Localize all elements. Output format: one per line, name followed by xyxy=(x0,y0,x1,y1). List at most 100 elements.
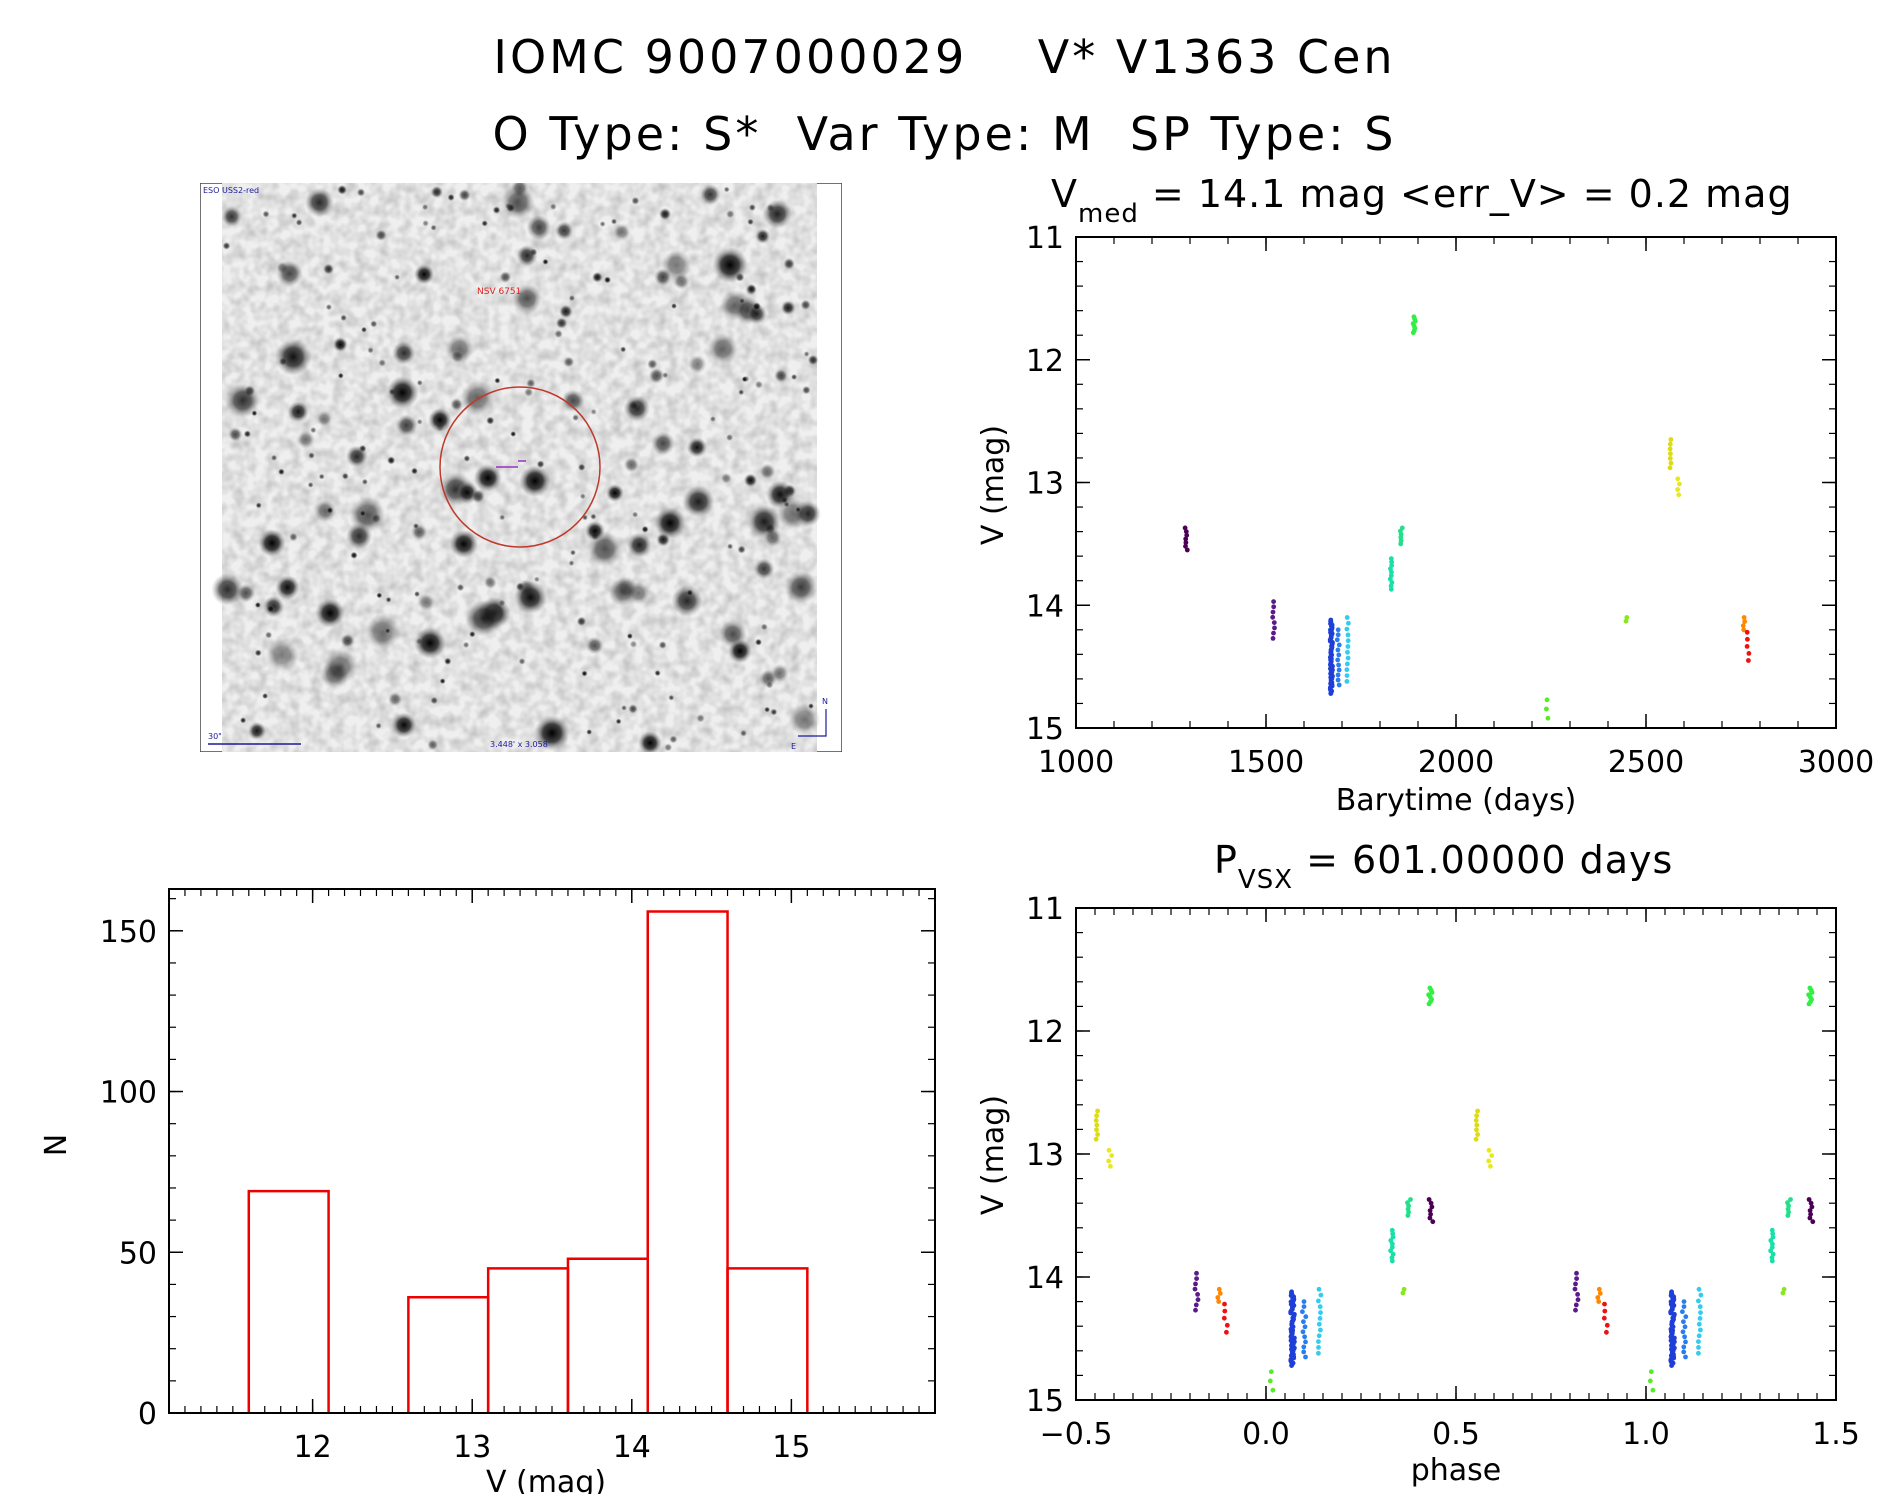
star xyxy=(795,506,802,513)
star xyxy=(568,294,576,302)
star xyxy=(526,214,552,241)
phased-point xyxy=(1698,1310,1703,1315)
star xyxy=(276,260,304,288)
phased-point xyxy=(1094,1113,1099,1119)
star xyxy=(274,338,312,376)
star xyxy=(763,528,782,547)
star xyxy=(221,206,242,227)
ph-ytick-label: 13 xyxy=(1026,1138,1064,1173)
lightcurve-point xyxy=(1746,658,1751,663)
star xyxy=(654,507,686,539)
phased-point xyxy=(1696,1345,1701,1350)
star xyxy=(447,193,455,202)
lightcurve-point xyxy=(1667,446,1673,452)
star xyxy=(631,511,639,518)
star xyxy=(629,640,638,649)
lightcurve-point xyxy=(1345,655,1351,661)
lightcurve-point xyxy=(1271,599,1276,604)
star xyxy=(222,241,231,250)
star xyxy=(668,694,675,701)
ph-xtick-label: 0.0 xyxy=(1242,1417,1290,1452)
lightcurve-point xyxy=(1184,532,1190,538)
lightcurve-ylabel: V (mag) xyxy=(976,425,1011,545)
histogram-bar xyxy=(486,1267,570,1413)
star xyxy=(254,649,262,657)
star xyxy=(774,368,788,383)
star xyxy=(576,616,587,627)
lightcurve-point xyxy=(1344,615,1350,620)
star xyxy=(316,410,333,427)
lightcurve-point xyxy=(1544,697,1550,703)
phased-point xyxy=(1648,1369,1654,1375)
star xyxy=(422,219,429,227)
phased-point xyxy=(1428,1211,1433,1217)
phased-point xyxy=(1268,1369,1274,1375)
star xyxy=(492,206,501,214)
lc-ytick-label: 14 xyxy=(1026,589,1064,624)
star xyxy=(709,416,716,422)
star xyxy=(345,445,368,468)
star xyxy=(499,514,506,521)
star xyxy=(738,389,745,396)
lightcurve-point xyxy=(1336,667,1342,673)
star xyxy=(262,210,270,218)
star xyxy=(727,543,734,550)
star xyxy=(586,729,593,735)
phased-point xyxy=(1768,1248,1773,1254)
lightcurve-point xyxy=(1545,715,1551,721)
histogram-bar xyxy=(646,910,729,1413)
lightcurve-point xyxy=(1677,481,1682,487)
phased-point xyxy=(1316,1345,1321,1350)
phased-point xyxy=(1289,1363,1294,1368)
star xyxy=(686,437,708,458)
star xyxy=(414,591,420,597)
phased-point xyxy=(1429,990,1435,995)
phased-point xyxy=(1302,1334,1307,1340)
phased-point xyxy=(1696,1321,1702,1327)
star xyxy=(700,184,721,205)
phased-point xyxy=(1573,1307,1578,1313)
star xyxy=(613,223,631,241)
star xyxy=(754,380,763,389)
star xyxy=(361,326,367,333)
phased-point xyxy=(1680,1329,1686,1335)
lightcurve-title: Vmed = 14.1 mag <err_V> = 0.2 mag xyxy=(1051,172,1793,229)
lc-xtick-label: 2000 xyxy=(1418,745,1494,780)
star xyxy=(500,185,536,220)
star xyxy=(671,303,677,309)
lightcurve-point xyxy=(1675,476,1681,482)
lightcurve-point xyxy=(1270,636,1276,641)
star xyxy=(554,221,574,240)
phased-point xyxy=(1474,1127,1479,1133)
star xyxy=(483,575,497,590)
phased-point xyxy=(1696,1333,1702,1339)
star xyxy=(254,601,261,609)
phased-point xyxy=(1474,1122,1480,1128)
phased-point xyxy=(1300,1309,1305,1315)
star xyxy=(554,329,563,339)
phased-point xyxy=(1696,1298,1701,1304)
hi-ytick-label: 50 xyxy=(119,1236,157,1271)
star xyxy=(748,203,756,212)
star xyxy=(673,273,690,290)
phased-point xyxy=(1428,1200,1434,1206)
star xyxy=(411,467,418,475)
phased-point xyxy=(1094,1127,1099,1133)
east-label: E xyxy=(791,742,796,751)
star xyxy=(741,376,748,383)
star xyxy=(723,186,730,193)
star xyxy=(345,522,373,550)
phased-point xyxy=(1596,1299,1602,1304)
hi-ytick-label: 100 xyxy=(100,1076,157,1111)
hi-xtick-label: 14 xyxy=(613,1430,651,1465)
phased-point xyxy=(1698,1292,1704,1298)
star xyxy=(421,203,429,211)
phased-point xyxy=(1573,1302,1579,1308)
star xyxy=(510,431,517,437)
star xyxy=(592,271,603,283)
star xyxy=(549,203,557,211)
phased-point xyxy=(1574,1270,1579,1276)
star xyxy=(581,670,588,677)
star xyxy=(266,604,275,613)
star xyxy=(803,351,810,357)
